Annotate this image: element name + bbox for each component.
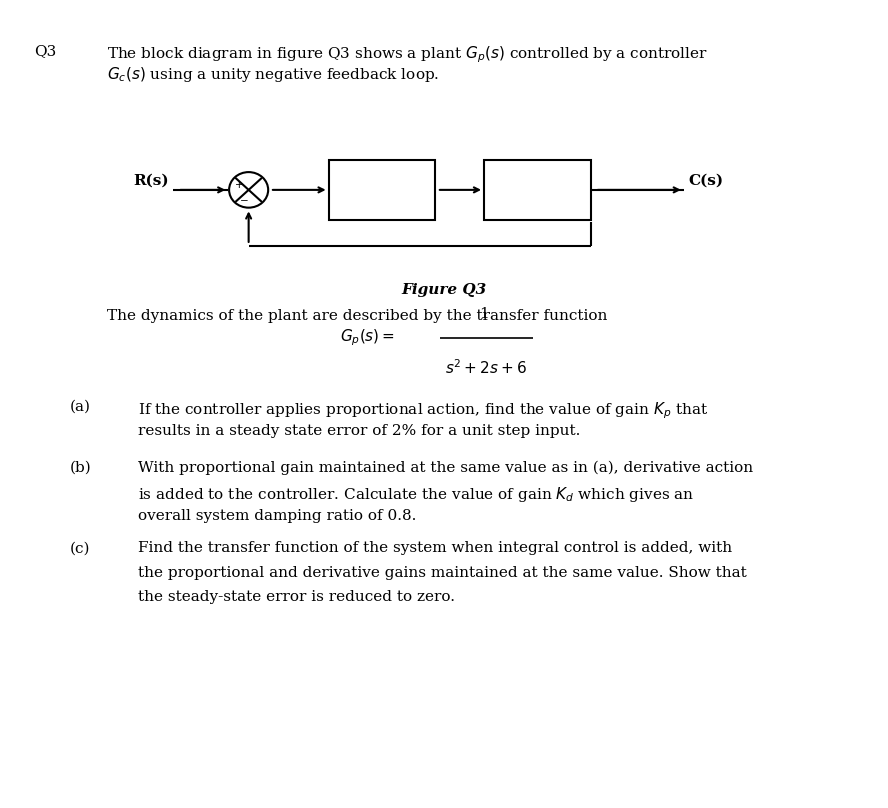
Text: $G_p(s)$: $G_p(s)$	[518, 179, 557, 200]
Text: $s^2 + 2s + 6$: $s^2 + 2s + 6$	[445, 358, 527, 377]
Text: Q3: Q3	[34, 44, 56, 58]
Text: R(s): R(s)	[133, 174, 169, 187]
Text: Figure Q3: Figure Q3	[401, 283, 487, 297]
Text: −: −	[240, 196, 248, 205]
Text: $G_c(s)$: $G_c(s)$	[362, 181, 401, 199]
Text: $G_p(s)=$: $G_p(s)=$	[340, 327, 395, 348]
Text: (a): (a)	[69, 400, 91, 414]
Bar	[484, 159, 591, 220]
Text: The block diagram in figure Q3 shows a plant $G_p(s)$ controlled by a controller: The block diagram in figure Q3 shows a p…	[107, 44, 708, 65]
Text: The dynamics of the plant are described by the transfer function: The dynamics of the plant are described …	[107, 309, 607, 322]
Text: is added to the controller. Calculate the value of gain $K_d$ which gives an: is added to the controller. Calculate th…	[138, 485, 694, 504]
Text: +: +	[234, 180, 243, 190]
Text: the proportional and derivative gains maintained at the same value. Show that: the proportional and derivative gains ma…	[138, 566, 747, 579]
Text: (c): (c)	[69, 541, 90, 555]
Text: Find the transfer function of the system when integral control is added, with: Find the transfer function of the system…	[138, 541, 732, 555]
Text: C(s): C(s)	[688, 174, 724, 187]
Text: overall system damping ratio of 0.8.: overall system damping ratio of 0.8.	[138, 509, 416, 523]
Text: (b): (b)	[69, 461, 91, 474]
Text: With proportional gain maintained at the same value as in (a), derivative action: With proportional gain maintained at the…	[138, 461, 753, 475]
Text: $G_c(s)$ using a unity negative feedback loop.: $G_c(s)$ using a unity negative feedback…	[107, 65, 439, 84]
Bar	[329, 159, 435, 220]
Text: results in a steady state error of 2% for a unit step input.: results in a steady state error of 2% fo…	[138, 424, 580, 438]
Text: If the controller applies proportional action, find the value of gain $K_p$ that: If the controller applies proportional a…	[138, 400, 708, 420]
Text: 1: 1	[480, 307, 488, 321]
Text: the steady-state error is reduced to zero.: the steady-state error is reduced to zer…	[138, 590, 455, 604]
